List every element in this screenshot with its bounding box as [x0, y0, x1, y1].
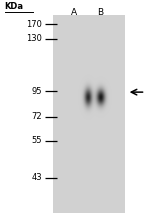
Text: 170: 170 [26, 20, 42, 29]
Text: 55: 55 [32, 137, 42, 145]
Text: 72: 72 [31, 112, 42, 121]
Text: A: A [70, 8, 76, 17]
Text: 130: 130 [26, 34, 42, 43]
Bar [53, 16, 124, 213]
Text: B: B [97, 8, 103, 17]
Text: KDa: KDa [4, 2, 24, 11]
Text: 43: 43 [31, 173, 42, 182]
Text: 95: 95 [32, 87, 42, 95]
